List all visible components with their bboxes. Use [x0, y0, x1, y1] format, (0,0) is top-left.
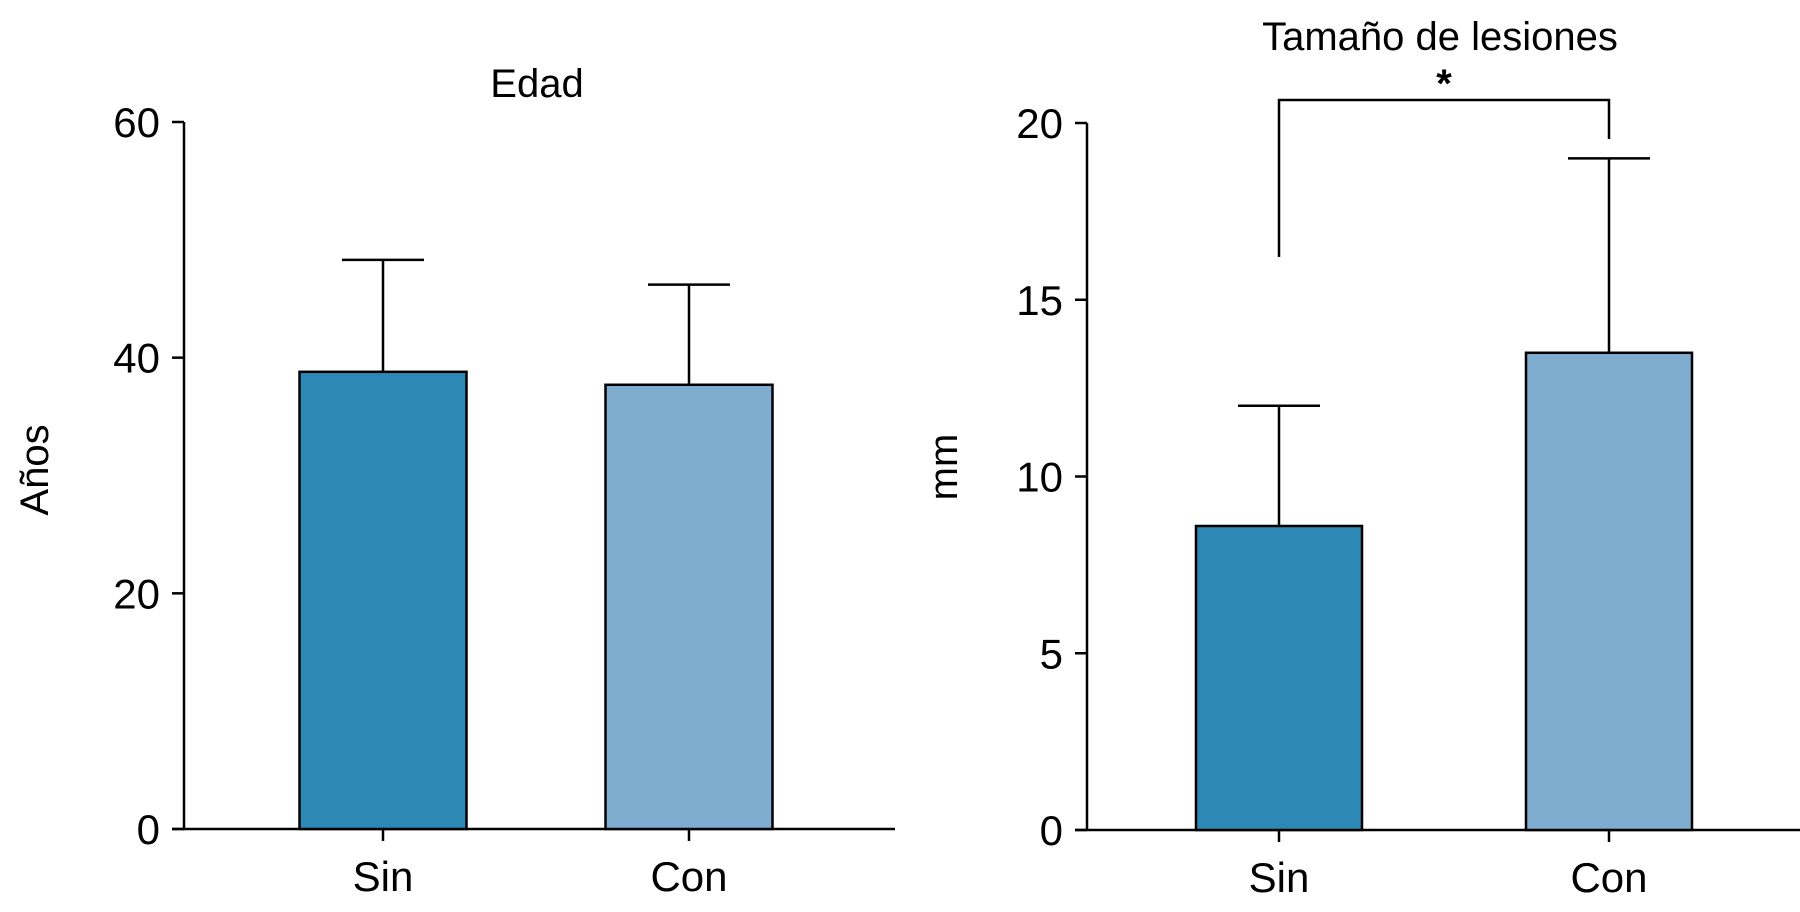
bar-con	[604, 383, 774, 831]
bar-con	[1524, 351, 1694, 832]
y-tick-label: 20	[1016, 100, 1063, 147]
x-tick-label: Sin	[1249, 854, 1310, 901]
bars-group: 0 20 40 60 Sin Con	[113, 99, 895, 900]
chart-title: Edad	[490, 62, 583, 106]
chart-panel-edad: Edad Años 0 20 40 60 Sin Con	[13, 62, 895, 900]
y-axis-title: Años	[13, 424, 57, 515]
y-tick-label: 5	[1040, 630, 1063, 677]
bars-group: 0 5 10 15 20 Sin Con *	[1016, 62, 1800, 901]
significance-bracket	[1277, 98, 1611, 257]
chart-title: Tamaño de lesiones	[1262, 15, 1618, 59]
x-tick-label: Sin	[353, 853, 414, 900]
y-tick-label: 20	[113, 570, 160, 617]
y-tick-label: 15	[1016, 277, 1063, 324]
bar-sin	[1194, 524, 1364, 832]
chart-panel-tamano-lesiones: Tamaño de lesiones mm 0 5 10 15 20 Sin Con *	[922, 15, 1800, 901]
y-tick-label: 0	[1040, 807, 1063, 854]
x-tick-label: Con	[650, 853, 727, 900]
x-tick-label: Con	[1570, 854, 1647, 901]
significance-marker: *	[1436, 62, 1452, 106]
bar-sin	[298, 370, 468, 831]
y-tick-label: 40	[113, 335, 160, 382]
y-tick-label: 10	[1016, 454, 1063, 501]
y-tick-label: 60	[113, 99, 160, 146]
y-axis-title: mm	[922, 434, 966, 501]
y-tick-label: 0	[137, 806, 160, 853]
